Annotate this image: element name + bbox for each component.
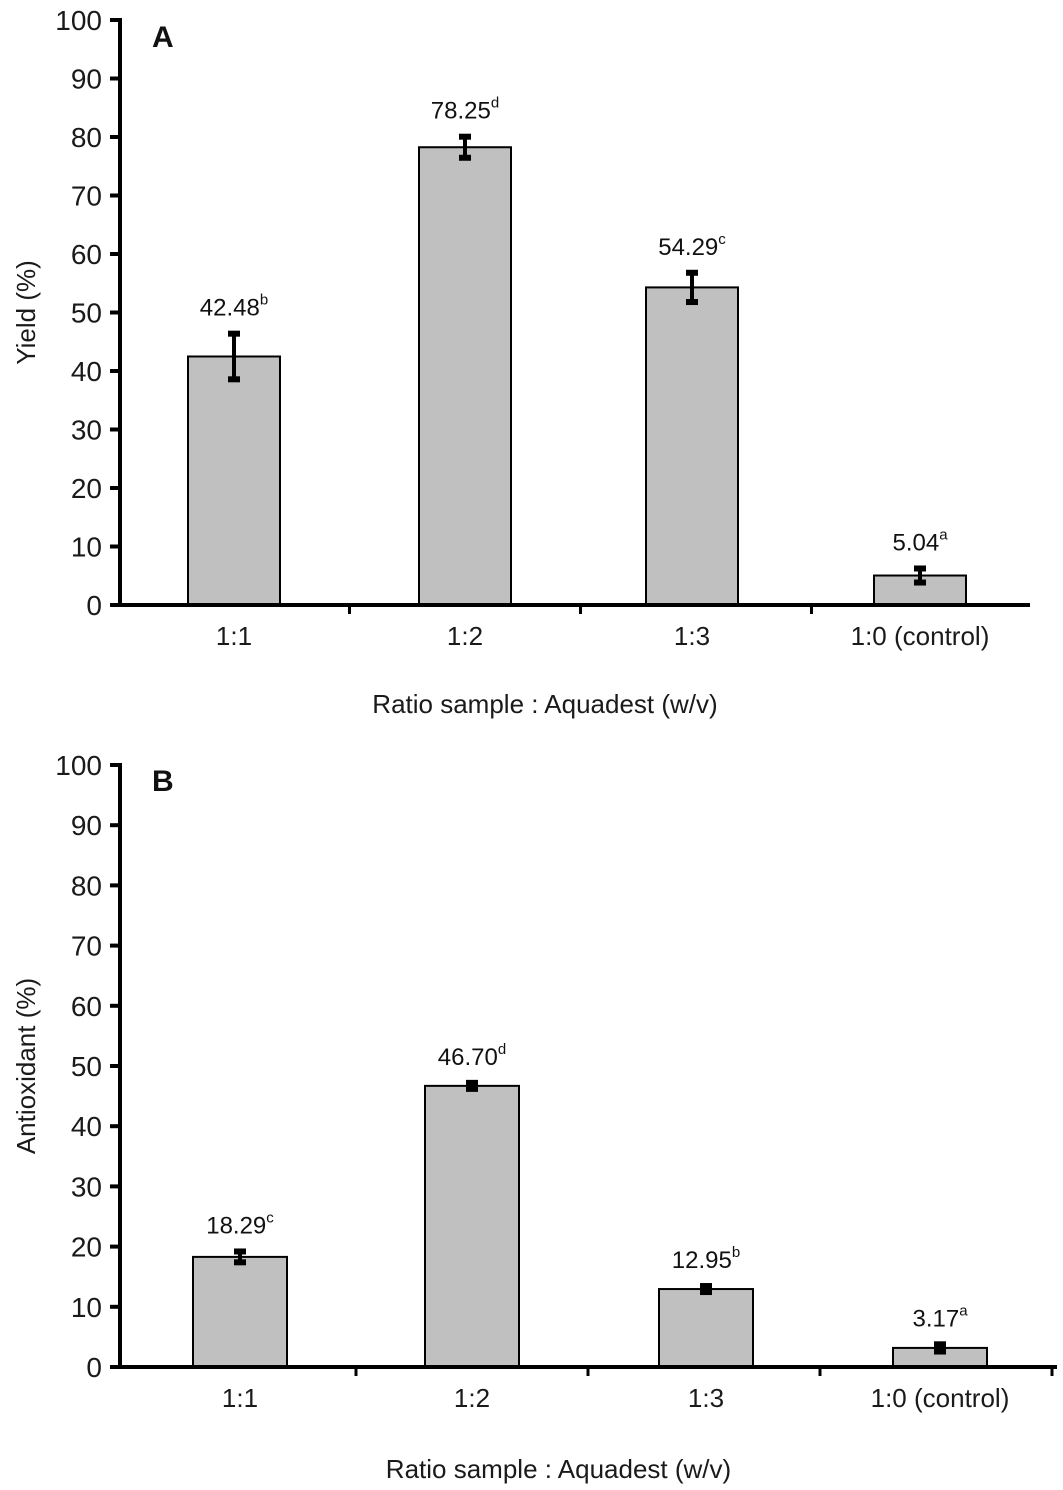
y-tick-label: 80 [71,870,102,901]
y-tick-label: 90 [71,64,102,95]
error-cap-top [466,1079,478,1086]
panel-a: 42.48b 78.25d 54.29c 5.04a 0 10 20 30 40 50 60 70 80… [11,5,1030,719]
y-tick-label: 50 [71,1051,102,1082]
error-cap-bottom [914,579,926,586]
x-tick-label: 1:0 (control) [851,621,990,651]
y-tick-label: 0 [86,1352,102,1383]
error-cap-bottom [228,376,240,383]
y-tick-label: 90 [71,810,102,841]
bar [192,1255,288,1368]
bar [418,146,512,607]
error-cap-bottom [934,1348,946,1355]
y-tick-label: 40 [71,1111,102,1142]
x-tick-label: 1:3 [674,621,710,651]
bar [658,1288,754,1369]
bar [187,355,281,606]
error-cap-top [459,133,471,140]
y-tick-label: 30 [71,1171,102,1202]
y-axis-title: Yield (%) [11,260,41,365]
error-cap-top [934,1341,946,1348]
y-tick-label: 100 [55,750,102,781]
error-cap-top [686,269,698,276]
data-label: 5.04a [892,526,948,556]
y-tick-label: 60 [71,991,102,1022]
panel-letter: B [152,765,174,798]
data-label: 78.25d [431,95,499,125]
x-tick-label: 1:2 [454,1383,490,1413]
y-tick-label: 20 [71,473,102,504]
error-cap-top [228,330,240,337]
x-axis-title: Ratio sample : Aquadest (w/v) [372,689,717,719]
y-tick-label: 10 [71,532,102,563]
y-axis-title: Antioxidant (%) [11,978,41,1154]
y-tick-label: 100 [55,5,102,36]
y-tick-label: 20 [71,1232,102,1263]
x-tick-label: 1:3 [688,1383,724,1413]
x-tick-label: 1:1 [216,621,252,651]
error-cap-top [914,565,926,572]
x-axis-title: Ratio sample : Aquadest (w/v) [386,1454,731,1484]
y-tick-label: 80 [71,122,102,153]
bar [424,1084,520,1368]
y-tick-label: 0 [86,590,102,621]
x-tick-label: 1:2 [447,621,483,651]
data-label: 42.48b [200,292,268,322]
error-cap-top [234,1248,246,1255]
y-tick-label: 40 [71,356,102,387]
data-label: 18.29c [206,1209,274,1239]
y-tick-label: 10 [71,1292,102,1323]
y-tick-label: 70 [71,181,102,212]
data-label: 46.70d [438,1041,506,1071]
error-cap-top [700,1283,712,1290]
y-tick-label: 30 [71,415,102,446]
y-tick-label: 70 [71,931,102,962]
error-cap-bottom [686,299,698,306]
data-label: 3.17a [912,1302,968,1332]
x-tick-label: 1:1 [222,1383,258,1413]
bar [645,286,739,606]
panel-letter: A [152,21,174,54]
x-tick-label: 1:0 (control) [871,1383,1010,1413]
y-tick-label: 60 [71,239,102,270]
error-cap-bottom [700,1289,712,1296]
data-label: 12.95b [672,1244,740,1274]
panel-b: 18.29c 46.70d 12.95b 3.17a 0 10 20 30 40 50 60 70 80… [11,750,1057,1484]
error-cap-bottom [459,154,471,161]
y-tick-label: 50 [71,298,102,329]
error-cap-bottom [234,1259,246,1266]
error-cap-bottom [466,1085,478,1092]
data-label: 54.29c [658,231,726,261]
